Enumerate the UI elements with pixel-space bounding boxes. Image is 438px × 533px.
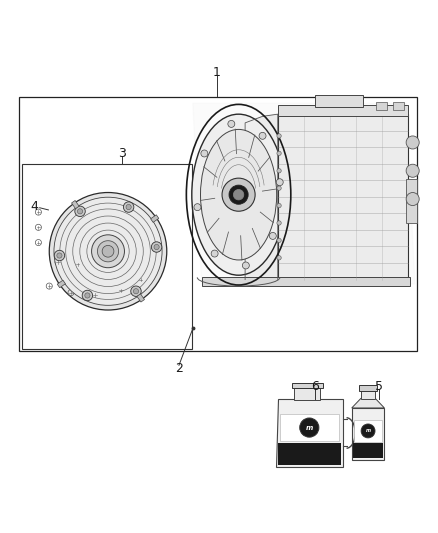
Polygon shape	[352, 398, 385, 408]
Circle shape	[54, 251, 65, 261]
Circle shape	[228, 120, 235, 127]
Bar	[376, 102, 387, 110]
Circle shape	[78, 209, 83, 214]
Bar	[294, 388, 320, 400]
Circle shape	[54, 197, 162, 305]
Circle shape	[222, 178, 255, 211]
Circle shape	[154, 245, 159, 249]
Bar	[406, 180, 417, 223]
Circle shape	[406, 136, 419, 149]
Text: 5: 5	[375, 379, 383, 393]
Circle shape	[92, 235, 124, 268]
Circle shape	[277, 168, 281, 173]
Bar	[19, 97, 417, 351]
Circle shape	[276, 179, 283, 185]
Circle shape	[277, 151, 281, 156]
Circle shape	[277, 134, 281, 138]
Circle shape	[75, 206, 85, 216]
Circle shape	[361, 424, 375, 438]
Bar	[278, 114, 408, 279]
Text: m: m	[306, 425, 313, 431]
Circle shape	[300, 418, 319, 437]
Text: 4: 4	[30, 200, 38, 213]
Text: 2: 2	[175, 362, 183, 375]
Polygon shape	[245, 114, 278, 279]
Bar	[278, 443, 341, 465]
Circle shape	[242, 262, 249, 269]
Circle shape	[82, 290, 92, 301]
Circle shape	[229, 185, 248, 204]
Text: 3: 3	[118, 147, 126, 160]
Circle shape	[277, 256, 281, 260]
Circle shape	[269, 232, 276, 239]
Bar	[137, 294, 145, 302]
Text: m: m	[365, 429, 371, 433]
Circle shape	[211, 250, 218, 257]
Circle shape	[201, 150, 208, 157]
Circle shape	[134, 288, 138, 294]
Circle shape	[277, 204, 281, 208]
Bar	[315, 95, 363, 107]
Circle shape	[131, 286, 141, 296]
Circle shape	[85, 293, 90, 298]
Bar	[393, 102, 404, 110]
Bar	[278, 106, 408, 116]
Circle shape	[194, 204, 201, 211]
Circle shape	[57, 253, 62, 258]
Circle shape	[233, 189, 244, 200]
Bar	[359, 385, 377, 391]
Circle shape	[259, 132, 266, 139]
Text: 6: 6	[311, 379, 319, 393]
Circle shape	[102, 245, 114, 257]
Bar	[201, 277, 410, 286]
Polygon shape	[193, 103, 415, 284]
Circle shape	[277, 186, 281, 190]
Circle shape	[277, 238, 281, 243]
Bar	[57, 280, 65, 288]
Bar	[151, 215, 159, 222]
Circle shape	[126, 205, 131, 209]
Circle shape	[406, 192, 419, 206]
Bar	[292, 383, 323, 388]
Bar	[280, 414, 339, 441]
Ellipse shape	[201, 130, 277, 260]
Circle shape	[152, 242, 162, 252]
Circle shape	[124, 202, 134, 212]
Ellipse shape	[192, 114, 286, 275]
Circle shape	[49, 192, 167, 310]
Bar	[352, 408, 385, 460]
Circle shape	[277, 221, 281, 225]
Bar	[71, 200, 79, 209]
Bar	[353, 443, 383, 458]
Circle shape	[97, 241, 119, 262]
Bar	[22, 164, 192, 349]
Text: 1: 1	[213, 66, 221, 79]
Bar	[354, 420, 382, 442]
Polygon shape	[276, 399, 343, 467]
Circle shape	[406, 164, 419, 177]
Bar	[361, 390, 375, 399]
